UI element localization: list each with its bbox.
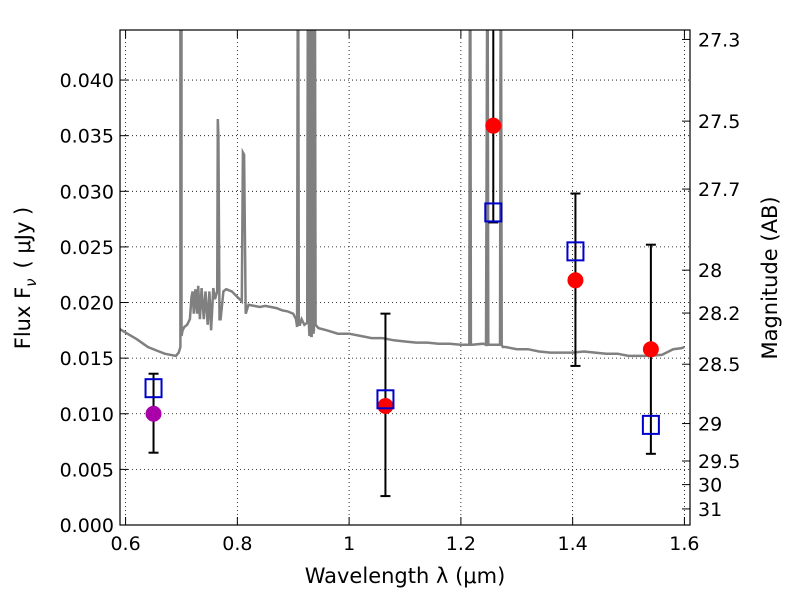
y-tick-label: 0.035 [60,126,114,148]
y2-axis-label: Magnitude (AB) [758,196,782,359]
y-tick-label: 0.000 [60,515,114,537]
model-point-circle [642,341,659,358]
y2-tick-label: 30 [698,475,722,497]
model-point-circle [145,405,162,422]
plot-area [120,30,685,358]
y-tick-label: 0.005 [60,459,114,481]
x-tick-label: 0.6 [110,533,140,555]
x-tick-label: 1.6 [669,533,699,555]
x-axis-label: Wavelength λ (μm) [305,564,506,588]
y-axis-label-main: Flux F [11,287,35,349]
y2-tick-label: 28 [698,260,722,282]
observed-point-square [144,378,163,399]
y2-tick-label: 29.5 [698,451,740,473]
axis-ticks: 0.6 0.8 1 1.2 1.4 1.6 0.000 0.005 0.010 0.015 0.02… [60,29,741,555]
y-tick-label: 0.030 [60,181,114,203]
model-spectrum-line [120,30,685,358]
y-axis-label-subscript: ν [22,278,40,286]
y2-tick-label: 27.3 [698,29,740,51]
model-point-circle [377,397,394,414]
model-point-circle [567,272,584,289]
x-tick-label: 0.8 [222,533,252,555]
model-point-circle [485,117,502,134]
observed-point-square [376,389,395,410]
observed-point-square [566,241,585,262]
y-axis-label-unit: ( μJy ) [11,207,35,269]
y-tick-label: 0.040 [60,70,114,92]
y-tick-label: 0.015 [60,348,114,370]
y2-tick-label: 31 [698,499,722,521]
y-tick-label: 0.020 [60,293,114,315]
y-tick-label: 0.025 [60,237,114,259]
y-tick-label: 0.010 [60,404,114,426]
markers [144,30,660,498]
y2-tick-label: 27.7 [698,179,740,201]
y2-tick-label: 29 [698,414,722,436]
y2-tick-label: 28.5 [698,354,740,376]
x-tick-label: 1.4 [558,533,588,555]
x-tick-label: 1 [343,533,355,555]
y2-tick-label: 28.2 [698,303,740,325]
x-tick-label: 1.2 [446,533,476,555]
y-axis-label: Flux Fν ( μJy ) [11,207,40,350]
plot-frame [119,29,691,526]
y2-tick-label: 27.5 [698,111,740,133]
observed-point-square [484,202,503,223]
observed-point-square [641,414,660,435]
